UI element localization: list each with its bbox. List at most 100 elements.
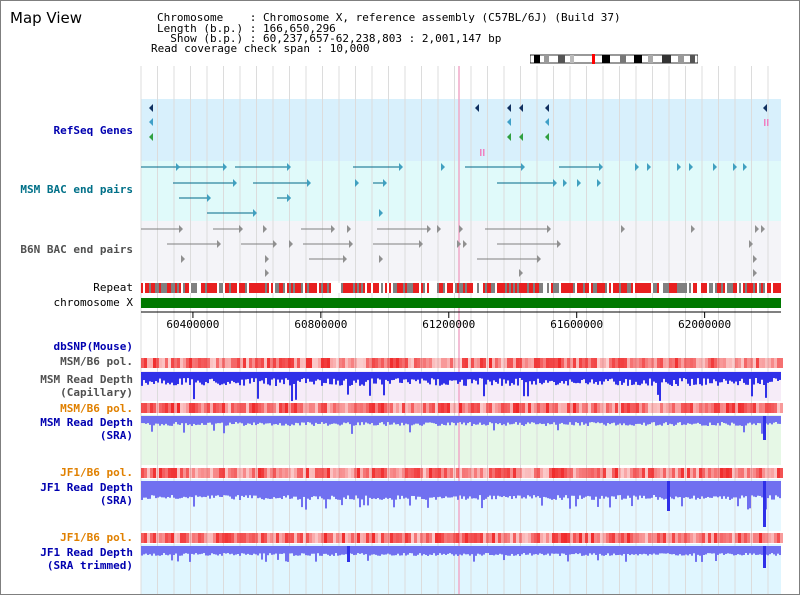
pol-cell [555,403,558,413]
refseq-mark [480,149,482,156]
refseq-genes-label[interactable]: RefSeq Genes [53,124,133,137]
pol-cell [222,358,225,368]
repeat-segment [407,283,409,293]
depth-bar [183,546,185,554]
depth-bar [325,372,327,384]
depth-bar [669,372,671,385]
pol-cell [450,468,453,478]
depth-bar [615,546,617,556]
repeat-segment [433,283,435,293]
pol-cell [327,468,330,478]
depth-bar [545,372,547,381]
depth-bar [387,481,389,499]
depth-bar [639,416,641,424]
repeat-segment [231,283,233,293]
depth-bar [217,481,219,496]
depth-bar [775,372,777,379]
pol-cell [615,468,618,478]
depth-bar [217,546,219,556]
depth-bar [725,416,727,424]
depth-bar [203,416,205,425]
repeat-segment [385,283,387,293]
pol-cell [222,533,225,543]
depth-bar [679,372,681,379]
depth-bar [375,481,377,500]
depth-bar [509,372,511,386]
depth-bar [749,481,751,509]
pol-cell [156,358,159,368]
pol-cell [438,533,441,543]
pol-cell [513,358,516,368]
depth-bar [271,416,273,426]
depth-bar [239,372,241,386]
pol-cell [252,358,255,368]
repeat-segment [609,283,611,293]
pol-cell [597,533,600,543]
depth-bar [629,481,631,498]
depth-bar [761,546,763,555]
pol-cell [270,358,273,368]
depth-bar [253,416,255,423]
pol-cell [738,533,741,543]
depth-bar [279,372,281,383]
pol-cell [492,468,495,478]
repeat-segment [745,283,747,293]
depth-bar [151,416,153,432]
repeat-segment [345,283,347,293]
pol-cell [525,358,528,368]
axis-tick-label: 61600000 [550,318,604,331]
depth-bar [619,546,621,555]
depth-bar [435,416,437,425]
depth-bar [685,481,687,498]
pol-cell [600,358,603,368]
pol-cell [654,403,657,413]
depth-bar [273,481,275,498]
repeat-segment [729,283,731,293]
b6n-bac-label[interactable]: B6N BAC end pairs [20,243,133,256]
depth-bar [307,546,309,556]
pol-cell [579,358,582,368]
depth-bar [649,416,651,425]
depth-bar [367,416,369,424]
depth-bar [187,372,189,379]
pol-cell [429,358,432,368]
depth-bar [255,416,257,426]
pol-cell [372,468,375,478]
pol-cell [411,358,414,368]
depth-bar [379,481,381,500]
depth-bar [427,372,429,383]
pol-cell [174,533,177,543]
repeat-segment [749,283,751,293]
pol-cell [618,358,621,368]
repeat-segment [719,283,721,293]
pol-cell [180,403,183,413]
msm-bac-label[interactable]: MSM BAC end pairs [20,183,133,196]
repeat-segment [567,283,569,293]
depth-bar [431,481,433,498]
msm-bac-end [521,163,525,171]
pol-cell [510,468,513,478]
b6n-bac-end [437,225,441,233]
pol-cell [684,468,687,478]
depth-bar [609,416,611,425]
chromosome-ideogram[interactable] [530,54,698,64]
depth-bar [317,416,319,424]
pol-cell [558,403,561,413]
depth-bar [587,416,589,426]
msm-depth-sra-label-1: MSM Read Depth [40,416,133,429]
pol-cell [228,403,231,413]
repeat-segment [545,283,547,293]
depth-bar [759,372,761,385]
b6n-bac-end [289,240,293,248]
depth-bar [291,546,293,554]
depth-bar [265,481,267,499]
dbsnp-label[interactable]: dbSNP(Mouse) [53,340,133,353]
depth-bar [719,372,721,383]
pol-cell [540,358,543,368]
depth-bar [325,416,327,424]
pol-cell [651,533,654,543]
depth-bar [313,416,315,426]
pol-cell [312,468,315,478]
b6n-bac-end [347,225,351,233]
